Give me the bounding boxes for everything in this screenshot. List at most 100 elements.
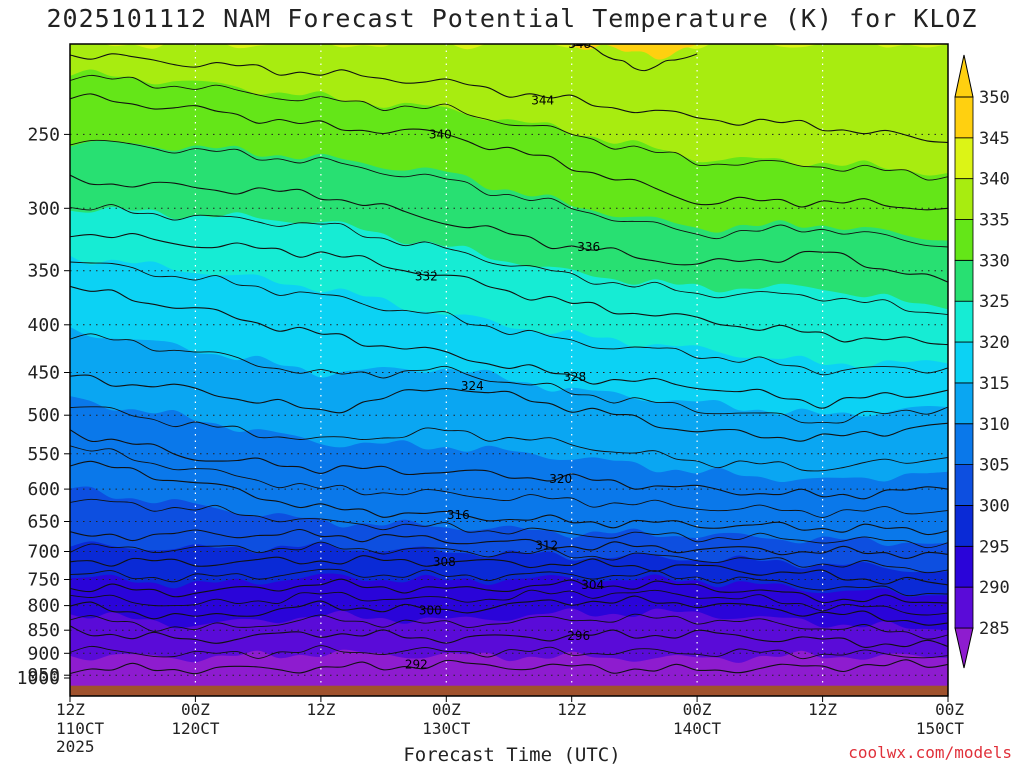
colorbar-label-325: 325 — [979, 292, 1010, 312]
x-axis-label: Forecast Time (UTC) — [403, 744, 621, 766]
contour-label-text: 312 — [535, 539, 558, 553]
contour-label-text: 332 — [415, 270, 438, 284]
colorbar-seg-285 — [954, 586, 974, 629]
y-tick-label-750: 750 — [27, 570, 60, 591]
x-tick-label-0-line1: 12Z — [56, 700, 85, 719]
y-tick-label-950: 950 — [27, 665, 60, 686]
band-350-355 — [571, 44, 698, 60]
colorbar-label-305: 305 — [979, 456, 1010, 476]
colorbar-label-345: 345 — [979, 129, 1010, 149]
y-tick-label-450: 450 — [27, 363, 60, 384]
y-tick-label-250: 250 — [27, 124, 60, 145]
colorbar-seg-340 — [954, 137, 974, 180]
contour-minor-308 — [70, 541, 948, 574]
x-tick-label-84-line1: 00Z — [935, 700, 964, 719]
x-tick-label-0-line2: 110CT — [56, 719, 105, 738]
y-tick-label-300: 300 — [27, 198, 60, 219]
y-tick-label-500: 500 — [27, 405, 60, 426]
y-tick-label-1000: 1000 — [17, 668, 60, 689]
contour-312 — [70, 528, 948, 559]
colorbar-label-340: 340 — [979, 170, 1010, 190]
contour-label-296: 296 — [567, 629, 590, 643]
colorbar-label-310: 310 — [979, 415, 1010, 435]
contour-label-text: 348 — [568, 37, 591, 51]
colorbar-seg-295 — [954, 505, 974, 547]
contour-296 — [70, 625, 948, 648]
x-tick-label-84-line2: 150CT — [916, 719, 965, 738]
contour-minor-320 — [70, 406, 948, 472]
colorbar-label-335: 335 — [979, 211, 1010, 231]
contour-316 — [70, 460, 948, 536]
contour-292 — [70, 659, 948, 675]
contour-label-316: 316 — [447, 508, 470, 522]
contour-minor-300 — [70, 589, 948, 616]
colorbar-seg-335 — [954, 178, 974, 220]
x-tick-label-24-line1: 12Z — [306, 700, 335, 719]
y-tick-label-850: 850 — [27, 620, 60, 641]
contour-320 — [70, 429, 948, 500]
colorbar-max-arrow — [954, 54, 974, 98]
contour-label-text: 316 — [447, 508, 470, 522]
contour-label-304: 304 — [581, 578, 604, 592]
contour-minor-316 — [70, 445, 948, 518]
colorbar-seg-345 — [954, 96, 974, 139]
contour-label-text: 292 — [405, 657, 428, 671]
colorbar-seg-310 — [954, 382, 974, 425]
contour-label-text: 304 — [581, 578, 604, 592]
contour-label-340: 340 — [429, 127, 452, 141]
contour-300 — [70, 595, 948, 626]
contour-label-text: 300 — [419, 604, 442, 618]
contour-label-348: 348 — [568, 37, 591, 51]
contour-label-344: 344 — [531, 94, 554, 108]
contour-304 — [70, 578, 948, 604]
contour-336 — [70, 174, 948, 283]
colorbar-label-350: 350 — [979, 88, 1010, 108]
x-tick-label-60-line1: 00Z — [683, 700, 712, 719]
contour-label-text: 340 — [429, 127, 452, 141]
colorbar-seg-320 — [954, 300, 974, 343]
contour-label-text: 336 — [577, 240, 600, 254]
y-tick-label-600: 600 — [27, 479, 60, 500]
contour-label-328: 328 — [563, 370, 586, 384]
contour-minor-304 — [70, 568, 948, 597]
contour-minor-340 — [70, 74, 948, 181]
x-tick-label-36-line1: 00Z — [432, 700, 461, 719]
contour-label-332: 332 — [415, 270, 438, 284]
colorbar-seg-305 — [954, 423, 974, 465]
contour-label-292: 292 — [405, 657, 428, 671]
ground-rect — [70, 685, 948, 696]
contour-324 — [70, 374, 948, 442]
contour-minor-336 — [70, 139, 948, 248]
contour-label-320: 320 — [549, 472, 572, 486]
y-axis: 2503003504004505005506006507007508008509… — [17, 124, 70, 689]
contour-label-text: 296 — [567, 629, 590, 643]
x-tick-label-12-line1: 00Z — [181, 700, 210, 719]
contour-340 — [70, 93, 948, 211]
colorbar-label-290: 290 — [979, 578, 1010, 598]
contour-minor-332 — [70, 204, 948, 315]
contour-label-324: 324 — [461, 379, 484, 393]
colorbar-label-295: 295 — [979, 537, 1010, 557]
colorbar-seg-325 — [954, 259, 974, 302]
contour-label-text: 328 — [563, 370, 586, 384]
contour-label-text: 308 — [433, 555, 456, 569]
colorbar-seg-330 — [954, 219, 974, 261]
contour-label-312: 312 — [535, 539, 558, 553]
x-tick-label-60-line2: 140CT — [673, 719, 722, 738]
credit-text: coolwx.com/models — [848, 743, 1012, 762]
y-tick-label-550: 550 — [27, 444, 60, 465]
contour-348 — [571, 44, 698, 72]
contour-minor-296 — [70, 613, 948, 640]
contour-label-308: 308 — [433, 555, 456, 569]
x-tick-label-36-line2: 130CT — [422, 719, 471, 738]
colorbar-seg-290 — [954, 545, 974, 588]
ground-fill — [70, 685, 948, 696]
contour-label-336: 336 — [577, 240, 600, 254]
contour-label-300: 300 — [419, 604, 442, 618]
x-tick-label-72-line1: 12Z — [808, 700, 837, 719]
colorbar-label-320: 320 — [979, 333, 1010, 353]
plot-frame — [69, 43, 949, 697]
chart-title: 2025101112 NAM Forecast Potential Temper… — [46, 4, 978, 33]
